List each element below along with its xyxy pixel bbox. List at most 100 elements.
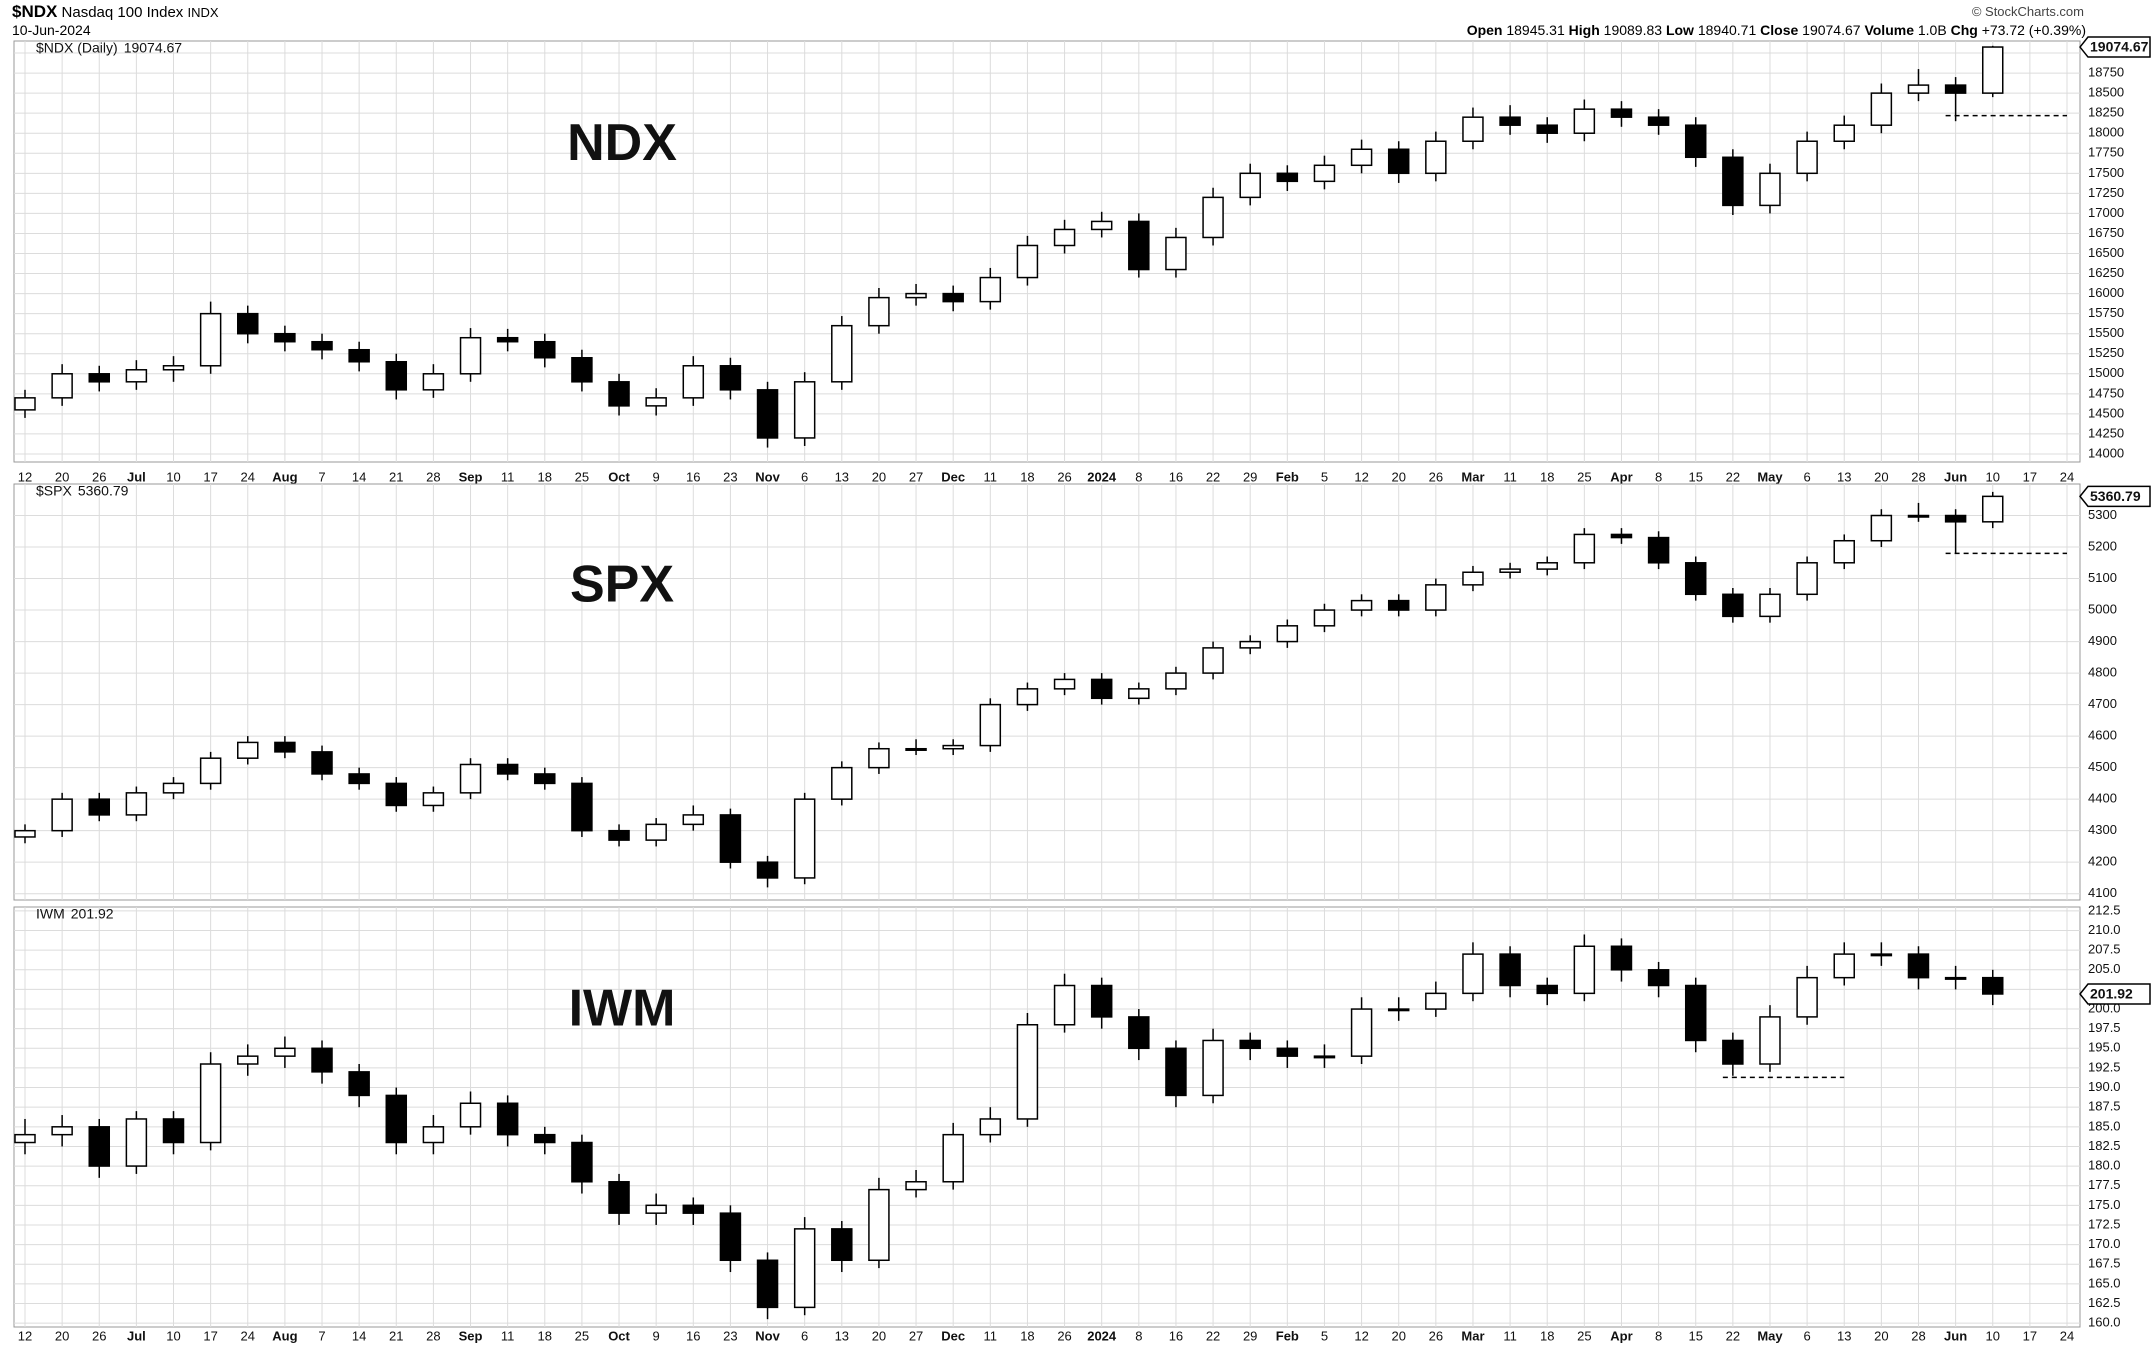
candle-body	[1944, 514, 1967, 523]
candle-body	[1833, 539, 1855, 564]
candle-body	[1684, 124, 1707, 159]
close-label: Close	[1760, 22, 1799, 38]
candle-body	[1944, 84, 1967, 94]
candle-body	[682, 1204, 705, 1214]
title-line: $NDX Nasdaq 100 Index INDX	[12, 2, 219, 22]
x-tick-label: 7	[318, 469, 325, 484]
candle-body	[1313, 1055, 1336, 1059]
candle-body	[162, 1118, 185, 1144]
x-tick-label: Mar	[1461, 469, 1484, 484]
candle-body	[719, 814, 742, 863]
candle-body	[979, 276, 1002, 303]
candle-body	[237, 1055, 259, 1065]
x-tick-label: 17	[2023, 1328, 2037, 1343]
x-tick-label: 14	[352, 469, 366, 484]
y-tick-label: 18500	[2088, 85, 2124, 100]
candle-body	[1387, 599, 1410, 611]
x-tick-label: 11	[1503, 1328, 1517, 1343]
last-price-label: 5360.79	[2090, 488, 2141, 504]
panel-legend-value: 19074.67	[124, 40, 183, 56]
y-tick-label: 16500	[2088, 245, 2124, 260]
candle-body	[1128, 1016, 1150, 1050]
candle-body	[868, 1188, 890, 1262]
y-tick-label: 207.5	[2088, 942, 2121, 957]
y-tick-label: 18750	[2088, 65, 2124, 80]
candle-body	[1387, 1008, 1410, 1012]
y-tick-label: 14000	[2088, 445, 2124, 460]
panel-legend-value: 201.92	[71, 906, 114, 922]
candle-body	[1610, 533, 1633, 539]
candle-body	[719, 365, 742, 391]
x-tick-label: 11	[501, 1328, 515, 1343]
candle-body	[51, 798, 73, 832]
x-tick-label: 20	[872, 1328, 886, 1343]
panel-label: SPX	[570, 556, 674, 614]
candle-body	[1387, 148, 1410, 175]
candle-body	[645, 823, 667, 841]
x-tick-label: 26	[1057, 469, 1071, 484]
y-tick-label: 175.0	[2088, 1197, 2121, 1212]
candle-body	[125, 1118, 148, 1167]
x-tick-label: 5	[1321, 469, 1328, 484]
panel-legend: $NDX (Daily)	[36, 40, 118, 56]
candle-body	[1759, 593, 1781, 618]
x-tick-label: 18	[538, 469, 552, 484]
candle-body	[1610, 945, 1633, 971]
candle-body	[1239, 1039, 1261, 1050]
candle-body	[756, 1259, 779, 1309]
last-price-box	[2079, 983, 2151, 1005]
x-tick-label: 20	[1874, 1328, 1888, 1343]
y-tick-label: 4100	[2088, 885, 2117, 900]
x-tick-label: 18	[1020, 1328, 1034, 1343]
x-tick-label: 17	[203, 1328, 217, 1343]
y-tick-label: 18250	[2088, 105, 2124, 120]
candle-body	[1016, 688, 1039, 706]
x-tick-label: 6	[1803, 469, 1810, 484]
candle-body	[942, 1133, 964, 1183]
candle-body	[311, 751, 333, 775]
y-tick-label: 14750	[2088, 385, 2124, 400]
x-tick-label: 12	[18, 469, 32, 484]
candle-body	[793, 381, 816, 439]
last-price-label: 201.92	[2090, 986, 2133, 1002]
candle-body	[756, 389, 779, 439]
candle-body	[1313, 609, 1336, 627]
candle-body	[1165, 672, 1187, 690]
candle-body	[496, 763, 519, 775]
open-label: Open	[1466, 22, 1503, 38]
candle-body	[645, 397, 667, 407]
candle-body	[719, 1212, 742, 1262]
candle-body	[1870, 953, 1893, 957]
candle-body	[682, 814, 705, 826]
candle-body	[1016, 244, 1039, 279]
x-tick-label: 16	[686, 469, 700, 484]
y-tick-label: 182.5	[2088, 1138, 2121, 1153]
candle-body	[571, 782, 593, 832]
candle-body	[1090, 678, 1113, 700]
x-tick-label: Sep	[459, 1328, 483, 1343]
last-price-box	[2079, 485, 2151, 508]
y-tick-label: 15500	[2088, 325, 2124, 340]
x-tick-label: 18	[1020, 469, 1034, 484]
candle-body	[571, 357, 593, 383]
low-label: Low	[1665, 22, 1694, 38]
candle-body	[1722, 593, 1744, 618]
candle-body	[1833, 124, 1855, 142]
candle-body	[942, 744, 964, 750]
candle-body	[162, 782, 185, 794]
x-tick-label: 8	[1135, 1328, 1142, 1343]
candle-body	[237, 741, 259, 759]
candle-body	[1499, 568, 1521, 573]
candle-body	[1462, 953, 1484, 995]
x-tick-label: 8	[1655, 469, 1662, 484]
x-tick-label: 10	[166, 469, 180, 484]
candle-body	[422, 373, 445, 391]
candle-body	[459, 763, 482, 794]
candle-body	[1128, 688, 1150, 700]
x-tick-label: 5	[1321, 1328, 1328, 1343]
x-tick-label: 15	[1688, 469, 1702, 484]
x-tick-label: Sep	[459, 469, 483, 484]
x-tick-label: 29	[1243, 1328, 1257, 1343]
y-tick-label: 4700	[2088, 696, 2117, 711]
